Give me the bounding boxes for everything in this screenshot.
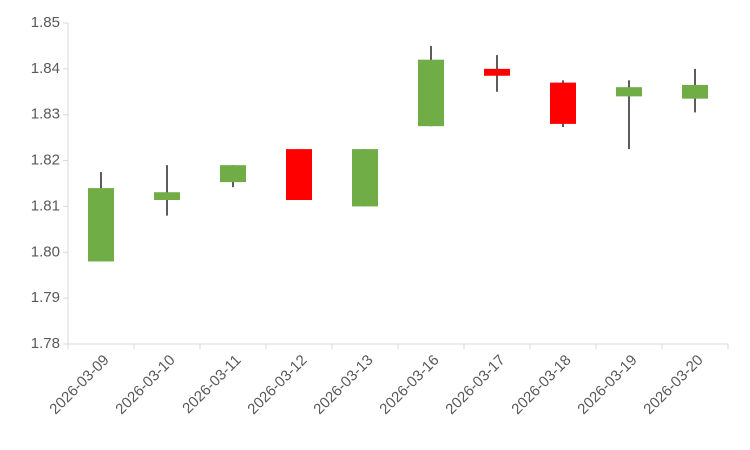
y-tick-label: 1.82 [31, 152, 60, 169]
x-tick-label: 2026-03-13 [310, 352, 376, 418]
candle-body [286, 149, 312, 201]
x-tick-label: 2026-03-17 [442, 352, 508, 418]
x-tick-label: 2026-03-18 [508, 352, 574, 418]
x-tick-label: 2026-03-12 [244, 352, 310, 418]
y-tick-label: 1.83 [31, 106, 60, 123]
candle-body [220, 165, 246, 183]
candle-body [88, 188, 114, 262]
x-tick-label: 2026-03-16 [376, 352, 442, 418]
x-tick-label: 2026-03-10 [112, 352, 178, 418]
candle-body [550, 82, 576, 124]
y-tick-label: 1.78 [31, 335, 60, 352]
y-tick-label: 1.81 [31, 197, 60, 214]
x-tick-label: 2026-03-11 [179, 352, 244, 417]
y-tick-label: 1.79 [31, 289, 60, 306]
x-tick-label: 2026-03-19 [574, 352, 640, 418]
y-tick-label: 1.80 [31, 243, 60, 260]
candle-body [352, 149, 378, 207]
y-tick-label: 1.84 [31, 60, 60, 77]
x-tick-label: 2026-03-09 [46, 352, 112, 418]
y-tick-label: 1.85 [31, 14, 60, 31]
candle-body [682, 84, 708, 99]
x-tick-label: 2026-03-20 [640, 352, 706, 418]
candle-body [154, 192, 180, 201]
candle-body [484, 68, 510, 76]
candle-body [616, 87, 642, 97]
candle-body [418, 59, 444, 127]
